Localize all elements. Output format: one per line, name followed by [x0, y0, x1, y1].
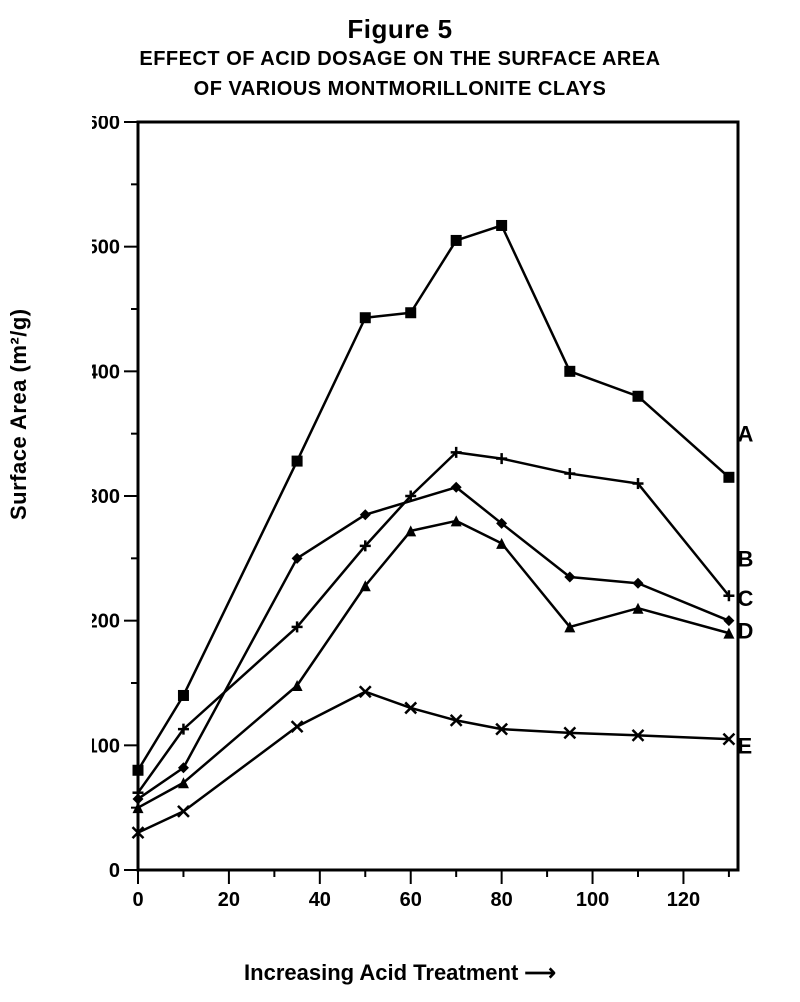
figure-number: Figure 5	[0, 14, 800, 45]
series-label-B: B	[737, 546, 753, 571]
x-axis-label: Increasing Acid Treatment ⟶	[0, 960, 800, 986]
svg-text:400: 400	[92, 361, 120, 383]
series-C: C	[133, 482, 754, 805]
series-label-C: C	[737, 586, 753, 611]
chart-svg: 0 100 200 300 400 500 600 0 20 40 60 80 100 120 A BCD E	[92, 116, 772, 916]
svg-text:120: 120	[667, 889, 700, 911]
svg-text:500: 500	[92, 237, 120, 259]
svg-text:20: 20	[218, 889, 240, 911]
y-axis-label: Surface Area (m²/g)	[6, 308, 32, 520]
svg-text:100: 100	[92, 735, 120, 757]
series-label-D: D	[737, 619, 753, 644]
svg-text:200: 200	[92, 611, 120, 633]
svg-text:80: 80	[491, 889, 513, 911]
series-label-E: E	[737, 733, 752, 758]
figure-title-line1: EFFECT OF ACID DOSAGE ON THE SURFACE ARE…	[0, 48, 800, 71]
series-D: D	[133, 515, 754, 813]
svg-text:100: 100	[576, 889, 609, 911]
svg-text:60: 60	[400, 889, 422, 911]
chart-plot-area: 0 100 200 300 400 500 600 0 20 40 60 80 100 120 A BCD E	[92, 116, 772, 916]
y-axis-label-text: Surface Area (m²/g)	[6, 308, 31, 520]
figure-container: Figure 5 EFFECT OF ACID DOSAGE ON THE SU…	[0, 0, 800, 1002]
svg-text:40: 40	[309, 889, 331, 911]
svg-text:0: 0	[109, 860, 120, 882]
series-E: E	[133, 686, 753, 838]
svg-text:600: 600	[92, 116, 120, 134]
figure-title-line2: OF VARIOUS MONTMORILLONITE CLAYS	[0, 78, 800, 101]
svg-text:0: 0	[132, 889, 143, 911]
svg-text:300: 300	[92, 486, 120, 508]
series-label-A: A	[737, 422, 753, 447]
